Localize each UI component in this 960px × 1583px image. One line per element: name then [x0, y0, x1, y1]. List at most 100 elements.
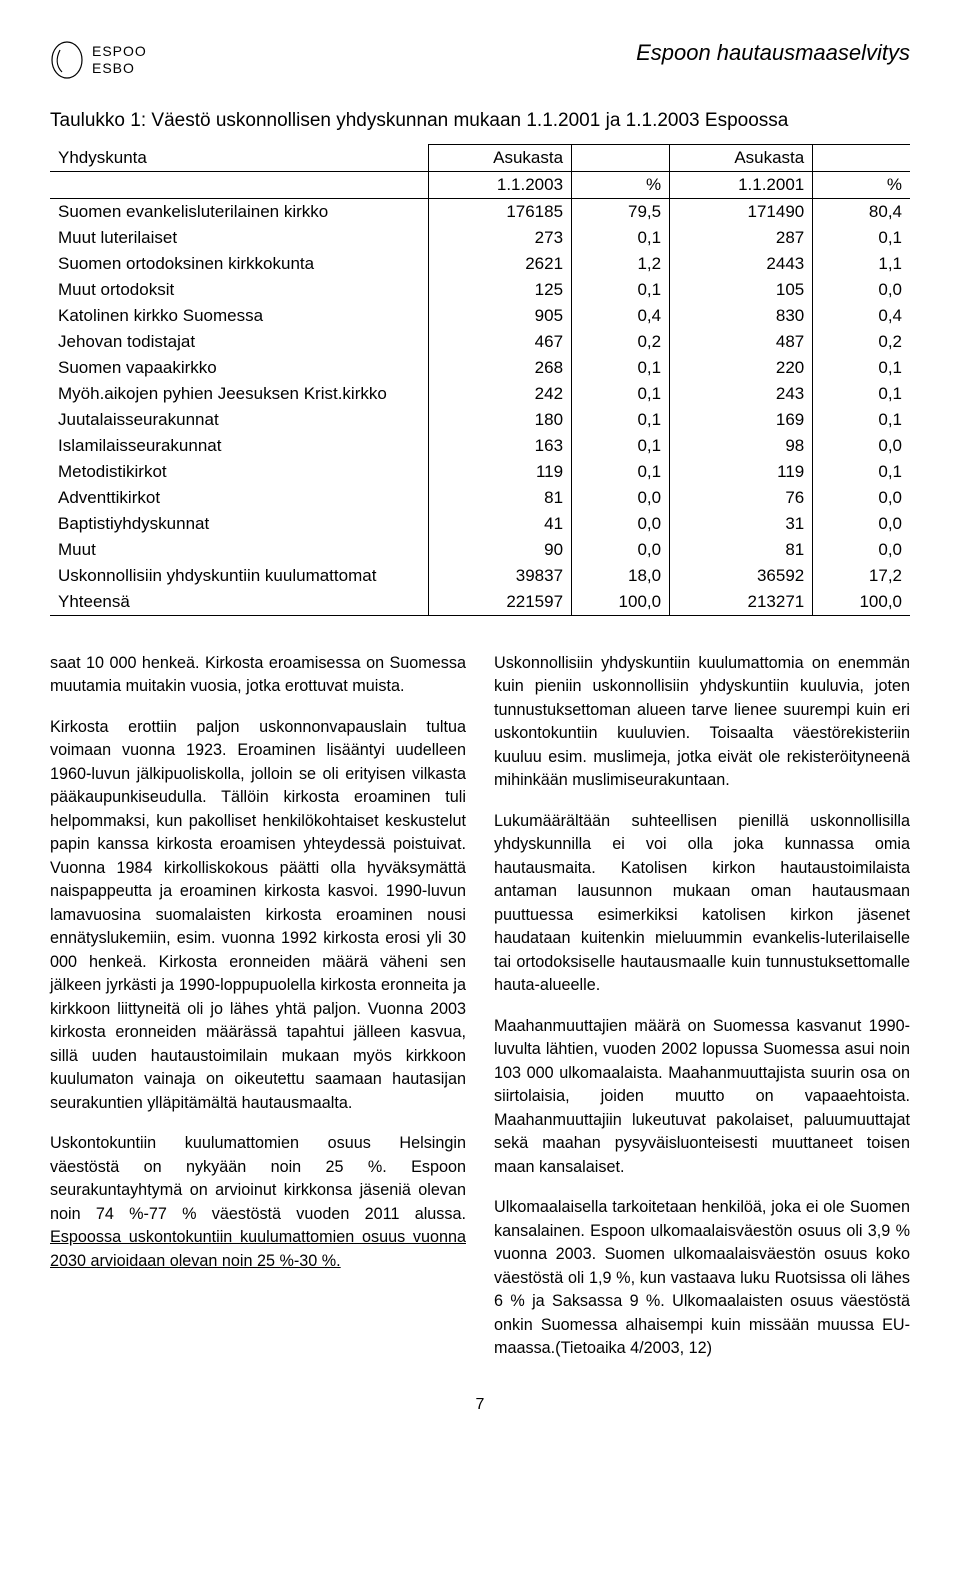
cell-bp: 80,4	[813, 199, 910, 226]
table-body: Suomen evankelisluterilainen kirkko17618…	[50, 199, 910, 616]
cell-label: Myöh.aikojen pyhien Jeesuksen Krist.kirk…	[50, 381, 428, 407]
table-row: Muut ortodoksit1250,11050,0	[50, 277, 910, 303]
cell-b: 2443	[670, 251, 813, 277]
table-row: Suomen vapaakirkko2680,12200,1	[50, 355, 910, 381]
col2-p1: Uskonnollisiin yhdyskuntiin kuulumattomi…	[494, 652, 910, 793]
th-pct-2001: %	[813, 172, 910, 199]
cell-b: 220	[670, 355, 813, 381]
cell-ap: 0,0	[572, 537, 670, 563]
logo-text: ESPOO ESBO	[92, 43, 147, 77]
cell-bp: 0,4	[813, 303, 910, 329]
cell-a: 81	[428, 485, 571, 511]
cell-ap: 18,0	[572, 563, 670, 589]
cell-label: Uskonnollisiin yhdyskuntiin kuulumattoma…	[50, 563, 428, 589]
cell-label: Metodistikirkot	[50, 459, 428, 485]
table-row: Adventtikirkot810,0760,0	[50, 485, 910, 511]
cell-a: 163	[428, 433, 571, 459]
cell-a: 41	[428, 511, 571, 537]
cell-bp: 0,1	[813, 459, 910, 485]
table-row: Uskonnollisiin yhdyskuntiin kuulumattoma…	[50, 563, 910, 589]
cell-ap: 0,1	[572, 459, 670, 485]
cell-a: 221597	[428, 589, 571, 616]
table-header: Yhdyskunta Asukasta Asukasta 1.1.2003 % …	[50, 145, 910, 199]
table-row: Suomen ortodoksinen kirkkokunta26211,224…	[50, 251, 910, 277]
cell-label: Suomen evankelisluterilainen kirkko	[50, 199, 428, 226]
cell-ap: 0,1	[572, 355, 670, 381]
col1-p3: Uskontokuntiin kuulumattomien osuus Hels…	[50, 1132, 466, 1273]
table-row: Baptistiyhdyskunnat410,0310,0	[50, 511, 910, 537]
cell-b: 81	[670, 537, 813, 563]
cell-b: 76	[670, 485, 813, 511]
cell-a: 268	[428, 355, 571, 381]
column-right: Uskonnollisiin yhdyskuntiin kuulumattomi…	[494, 652, 910, 1378]
cell-b: 105	[670, 277, 813, 303]
cell-a: 273	[428, 225, 571, 251]
cell-ap: 0,0	[572, 485, 670, 511]
cell-a: 119	[428, 459, 571, 485]
cell-ap: 0,1	[572, 381, 670, 407]
table-row: Muut luterilaiset2730,12870,1	[50, 225, 910, 251]
cell-a: 242	[428, 381, 571, 407]
table-row: Jehovan todistajat4670,24870,2	[50, 329, 910, 355]
cell-label: Baptistiyhdyskunnat	[50, 511, 428, 537]
logo-icon	[50, 40, 84, 80]
col1-p3a: Uskontokuntiin kuulumattomien osuus Hels…	[50, 1134, 466, 1222]
cell-b: 243	[670, 381, 813, 407]
cell-bp: 0,1	[813, 225, 910, 251]
text-columns: saat 10 000 henkeä. Kirkosta eroamisessa…	[50, 652, 910, 1378]
cell-ap: 0,1	[572, 407, 670, 433]
cell-label: Katolinen kirkko Suomessa	[50, 303, 428, 329]
table-row: Muut900,0810,0	[50, 537, 910, 563]
table-row: Suomen evankelisluterilainen kirkko17618…	[50, 199, 910, 226]
cell-label: Muut	[50, 537, 428, 563]
cell-a: 125	[428, 277, 571, 303]
table-row: Metodistikirkot1190,11190,1	[50, 459, 910, 485]
population-table: Yhdyskunta Asukasta Asukasta 1.1.2003 % …	[50, 144, 910, 616]
th-date-2003: 1.1.2003	[428, 172, 571, 199]
cell-b: 31	[670, 511, 813, 537]
cell-a: 90	[428, 537, 571, 563]
cell-bp: 0,0	[813, 277, 910, 303]
table-row: Juutalaisseurakunnat1800,11690,1	[50, 407, 910, 433]
table-row: Islamilaisseurakunnat1630,1980,0	[50, 433, 910, 459]
cell-ap: 0,1	[572, 225, 670, 251]
th-pct-2003: %	[572, 172, 670, 199]
page-header: ESPOO ESBO Espoon hautausmaaselvitys	[50, 40, 910, 80]
table-row: Yhteensä221597100,0213271100,0	[50, 589, 910, 616]
cell-label: Jehovan todistajat	[50, 329, 428, 355]
cell-bp: 0,0	[813, 433, 910, 459]
cell-bp: 0,0	[813, 485, 910, 511]
cell-ap: 0,2	[572, 329, 670, 355]
cell-bp: 0,2	[813, 329, 910, 355]
col2-p3: Maahanmuuttajien määrä on Suomessa kasva…	[494, 1015, 910, 1179]
cell-b: 169	[670, 407, 813, 433]
cell-a: 905	[428, 303, 571, 329]
cell-label: Adventtikirkot	[50, 485, 428, 511]
column-left: saat 10 000 henkeä. Kirkosta eroamisessa…	[50, 652, 466, 1378]
col2-p4: Ulkomaalaisella tarkoitetaan henkilöä, j…	[494, 1196, 910, 1360]
cell-bp: 0,1	[813, 381, 910, 407]
cell-label: Muut luterilaiset	[50, 225, 428, 251]
cell-b: 36592	[670, 563, 813, 589]
cell-ap: 0,1	[572, 433, 670, 459]
cell-b: 213271	[670, 589, 813, 616]
th-blank1	[572, 145, 670, 172]
document-title: Espoon hautausmaaselvitys	[636, 40, 910, 66]
logo-line2: ESBO	[92, 60, 147, 77]
cell-bp: 0,1	[813, 407, 910, 433]
table-row: Myöh.aikojen pyhien Jeesuksen Krist.kirk…	[50, 381, 910, 407]
cell-label: Juutalaisseurakunnat	[50, 407, 428, 433]
logo-line1: ESPOO	[92, 43, 147, 60]
col1-p2: Kirkosta erottiin paljon uskonnonvapausl…	[50, 716, 466, 1115]
cell-a: 467	[428, 329, 571, 355]
table-row: Katolinen kirkko Suomessa9050,48300,4	[50, 303, 910, 329]
cell-b: 287	[670, 225, 813, 251]
th-empty	[50, 172, 428, 199]
cell-ap: 0,1	[572, 277, 670, 303]
cell-label: Muut ortodoksit	[50, 277, 428, 303]
th-asukasta-2003: Asukasta	[428, 145, 571, 172]
cell-b: 171490	[670, 199, 813, 226]
page-number: 7	[50, 1396, 910, 1414]
cell-bp: 0,0	[813, 537, 910, 563]
cell-b: 119	[670, 459, 813, 485]
